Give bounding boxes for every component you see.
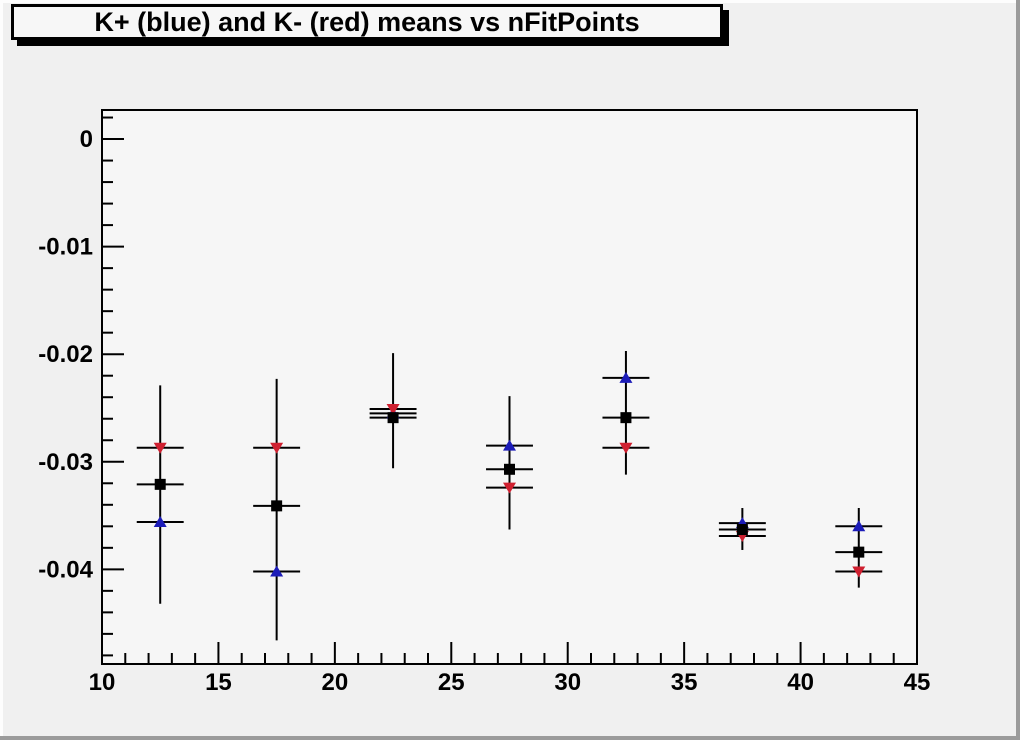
- y-axis-tick-label: -0.04: [38, 556, 93, 583]
- marker-kminus-triangle-down: [386, 404, 400, 416]
- x-axis-tick-label: 20: [322, 669, 349, 696]
- marker-mean-square: [387, 412, 399, 424]
- x-axis-tick-label: 45: [904, 669, 931, 696]
- marker-kminus-triangle-down: [153, 442, 167, 454]
- x-axis-tick-label: 25: [438, 669, 465, 696]
- x-axis-tick-label: 15: [205, 669, 232, 696]
- marker-mean-square: [154, 478, 166, 490]
- marker-kplus-triangle-up: [503, 439, 516, 451]
- canvas-shadow-bottom: [0, 736, 1020, 740]
- marker-mean-square: [620, 412, 632, 424]
- x-axis-tick-label: 35: [671, 669, 698, 696]
- y-axis-tick-label: 0: [80, 126, 93, 153]
- y-axis-tick-label: -0.03: [38, 449, 93, 476]
- x-axis-tick-label: 30: [554, 669, 581, 696]
- marker-kplus-triangle-up: [619, 371, 633, 383]
- marker-kminus-triangle-down: [619, 442, 633, 454]
- plot-frame: [101, 109, 918, 665]
- marker-mean-square: [853, 546, 865, 558]
- marker-kplus-triangle-up: [153, 516, 167, 528]
- marker-mean-square: [271, 500, 283, 512]
- marker-kplus-triangle-up: [852, 520, 866, 532]
- canvas-highlight-top: [0, 0, 1020, 3]
- title-box: K+ (blue) and K- (red) means vs nFitPoin…: [11, 4, 723, 40]
- x-axis-tick-label: 40: [787, 669, 814, 696]
- marker-kminus-triangle-down: [503, 482, 516, 494]
- canvas-shadow-right: [1016, 0, 1020, 740]
- x-axis-tick-label: 10: [89, 669, 116, 696]
- plot-title: K+ (blue) and K- (red) means vs nFitPoin…: [94, 6, 640, 37]
- marker-kminus-triangle-down: [852, 566, 866, 578]
- marker-kminus-triangle-down: [270, 442, 284, 454]
- canvas-highlight-left: [0, 0, 3, 740]
- marker-kplus-triangle-up: [270, 565, 284, 577]
- y-axis-tick-label: -0.01: [38, 234, 93, 261]
- marker-mean-square: [504, 463, 515, 475]
- marker-mean-square: [736, 524, 748, 536]
- y-axis-tick-label: -0.02: [38, 341, 93, 368]
